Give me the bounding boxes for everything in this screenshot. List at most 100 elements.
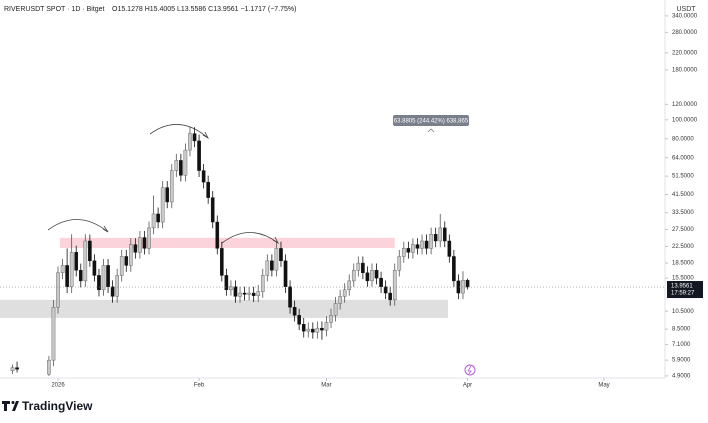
- candle-body: [292, 307, 297, 316]
- arc-arrow: [102, 225, 109, 233]
- y-tick-label: 15.5000: [672, 276, 694, 282]
- symbol: RIVERUSDT SPOT · 1D · Bitget: [4, 6, 105, 13]
- y-tick-label: 27.5000: [672, 227, 694, 233]
- candle-body: [174, 160, 179, 171]
- candle-body: [415, 244, 420, 249]
- arc: [221, 232, 279, 244]
- brand-logo-dot: [11, 401, 15, 404]
- candle-body: [206, 181, 210, 198]
- candle-body: [306, 328, 311, 332]
- candle-body: [324, 322, 329, 331]
- candle-body: [270, 260, 274, 271]
- candle-body: [183, 149, 188, 176]
- y-tick-label: 22.5000: [672, 244, 694, 250]
- brand-name: TradingView: [22, 399, 93, 413]
- candle-body: [220, 248, 224, 276]
- y-tick-label: 100.0000: [672, 117, 698, 123]
- y-tick-label: 8.5000: [672, 327, 691, 333]
- y-tick-label: 180.0000: [672, 67, 698, 73]
- candle-body: [179, 160, 183, 176]
- x-tick-label: 2026: [51, 383, 65, 389]
- candle-body: [15, 367, 19, 370]
- candle-body: [420, 240, 424, 249]
- candles: [10, 126, 470, 376]
- candle-body: [342, 289, 347, 297]
- candle-body: [160, 187, 165, 223]
- x-tick-label: May: [598, 383, 609, 389]
- x-tick-label: Feb: [194, 383, 205, 389]
- candle-body: [247, 292, 251, 295]
- event-icon[interactable]: [464, 364, 476, 376]
- y-tick-label: 5.9000: [672, 358, 691, 364]
- y-tick-label: 120.0000: [672, 102, 698, 108]
- candle-body: [311, 328, 315, 333]
- candle-body: [392, 270, 397, 301]
- candle-body: [106, 265, 110, 287]
- candle-body: [238, 292, 242, 297]
- y-tick-label: 220.0000: [672, 50, 698, 56]
- candle-body: [438, 227, 443, 242]
- candle-body: [97, 275, 101, 291]
- candle-body: [78, 270, 83, 282]
- candle-body: [110, 286, 115, 297]
- annotation-box: [393, 115, 469, 126]
- candle-body: [333, 303, 338, 316]
- candle-body: [92, 260, 97, 276]
- candle-body: [138, 237, 142, 253]
- candle-body: [10, 367, 15, 372]
- candle-body: [297, 315, 301, 325]
- last-price-label: 13.9561: [671, 284, 693, 290]
- candle-body: [433, 233, 438, 242]
- candle-body: [101, 265, 106, 291]
- x-tick-label: Mar: [321, 383, 331, 389]
- candle-body: [301, 324, 306, 332]
- candle-body: [383, 286, 388, 294]
- arc-arrow: [272, 236, 279, 245]
- candle-body: [147, 227, 151, 249]
- countdown: 17:59:27: [671, 291, 695, 297]
- candle-body: [347, 280, 352, 291]
- candle-body: [47, 359, 51, 375]
- brand: TradingView: [2, 399, 93, 413]
- candle-body: [388, 292, 392, 301]
- annotation-pointer: [427, 128, 435, 133]
- currency: USDT: [676, 6, 696, 13]
- event-icon-bolt: [467, 365, 472, 375]
- candle-body: [402, 248, 406, 257]
- candle-body: [201, 170, 206, 183]
- candle-body: [169, 170, 174, 203]
- candle-body: [442, 227, 447, 242]
- y-tick-label: 33.5000: [672, 210, 694, 216]
- candle-body: [74, 252, 79, 271]
- x-tick-label: Apr: [463, 383, 472, 389]
- candle-body: [242, 292, 247, 295]
- candle-body: [315, 327, 320, 333]
- candle-body: [365, 272, 370, 282]
- candle-body: [69, 252, 74, 287]
- candle-body: [447, 240, 452, 257]
- candle-body: [124, 256, 129, 266]
- candle-body: [424, 240, 429, 249]
- last-price-box: [667, 281, 703, 299]
- candle-body: [88, 240, 92, 262]
- candle-body: [188, 133, 192, 151]
- candle-body: [224, 275, 229, 291]
- candle-body: [452, 256, 456, 282]
- candle-body: [115, 275, 119, 297]
- y-tick-label: 18.5000: [672, 261, 694, 267]
- annotation: 63.8805 (244.42%) 638,865: [394, 119, 469, 125]
- candle-body: [192, 133, 197, 142]
- candle-body: [379, 277, 383, 287]
- arc: [47, 219, 109, 233]
- candle-body: [265, 260, 270, 276]
- candle-body: [215, 221, 220, 249]
- candle-body: [83, 240, 88, 282]
- candle-body: [151, 213, 156, 229]
- candle-body: [51, 307, 56, 361]
- arc-arrow: [202, 131, 209, 140]
- candle-body: [56, 272, 60, 308]
- candle-body: [288, 286, 292, 308]
- zone: [0, 299, 448, 318]
